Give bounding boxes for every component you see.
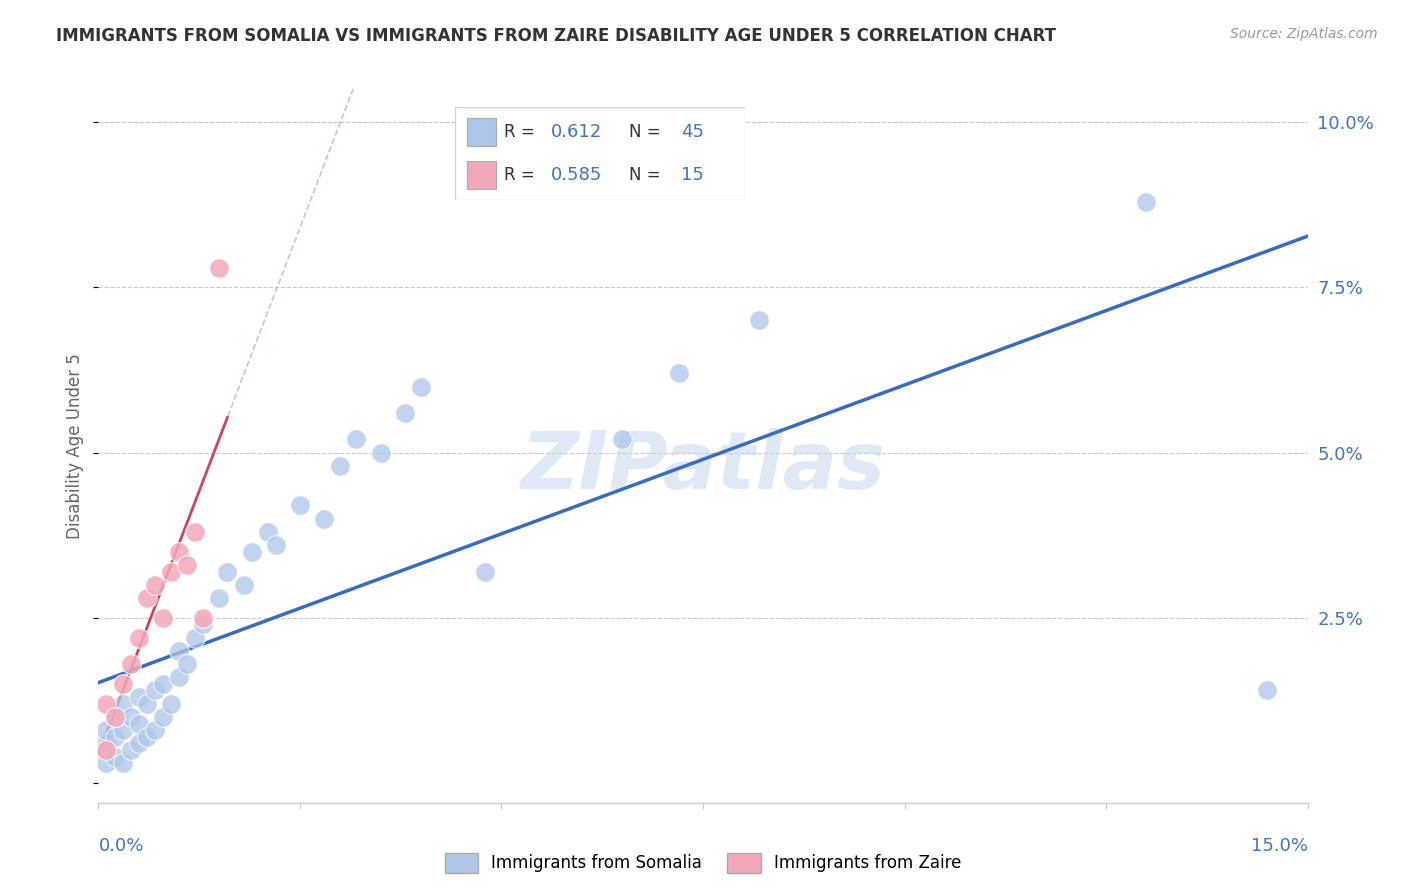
Point [176,657,198,671]
Point [474,565,496,579]
Point [96,697,118,711]
Point [329,458,352,473]
Point [176,558,198,572]
Point [167,545,190,559]
Point [103,710,125,724]
Point [193,611,215,625]
Point [111,723,134,738]
Point [314,511,336,525]
Point [217,565,239,579]
Point [240,545,263,559]
Point [128,631,150,645]
Point [143,683,166,698]
Text: 0.0%: 0.0% [98,838,143,855]
Text: 15.0%: 15.0% [1250,838,1308,855]
Point [288,499,311,513]
Legend: Immigrants from Somalia, Immigrants from Zaire: Immigrants from Somalia, Immigrants from… [439,847,967,880]
Point [370,445,392,459]
Point [344,433,367,447]
Point [152,611,174,625]
Point [208,260,231,275]
Point [111,677,134,691]
Point [409,379,432,393]
Point [232,578,254,592]
Point [103,710,125,724]
Point [167,644,190,658]
Y-axis label: Disability Age Under 5: Disability Age Under 5 [66,353,84,539]
Point [128,716,150,731]
Point [120,743,142,757]
Point [668,367,690,381]
Point [193,617,215,632]
Point [103,749,125,764]
Point [160,697,183,711]
Point [111,756,134,771]
Point [167,670,190,684]
Point [103,730,125,744]
Point [111,697,134,711]
Point [96,736,118,750]
Point [748,313,770,327]
Point [135,591,157,605]
Point [184,631,207,645]
Point [394,406,416,420]
Point [1256,683,1278,698]
Point [152,710,174,724]
Point [184,524,207,539]
Point [1135,194,1157,209]
Text: ZIPatlas: ZIPatlas [520,428,886,507]
Point [120,657,142,671]
Point [612,433,634,447]
Point [120,710,142,724]
Point [264,538,287,552]
Point [96,743,118,757]
Text: Source: ZipAtlas.com: Source: ZipAtlas.com [1230,27,1378,41]
Point [256,524,278,539]
Point [135,730,157,744]
Point [152,677,174,691]
Point [208,591,231,605]
Text: IMMIGRANTS FROM SOMALIA VS IMMIGRANTS FROM ZAIRE DISABILITY AGE UNDER 5 CORRELAT: IMMIGRANTS FROM SOMALIA VS IMMIGRANTS FR… [56,27,1056,45]
Point [135,697,157,711]
Point [96,756,118,771]
Point [143,578,166,592]
Point [128,690,150,704]
Point [128,736,150,750]
Point [160,565,183,579]
Point [96,723,118,738]
Point [143,723,166,738]
